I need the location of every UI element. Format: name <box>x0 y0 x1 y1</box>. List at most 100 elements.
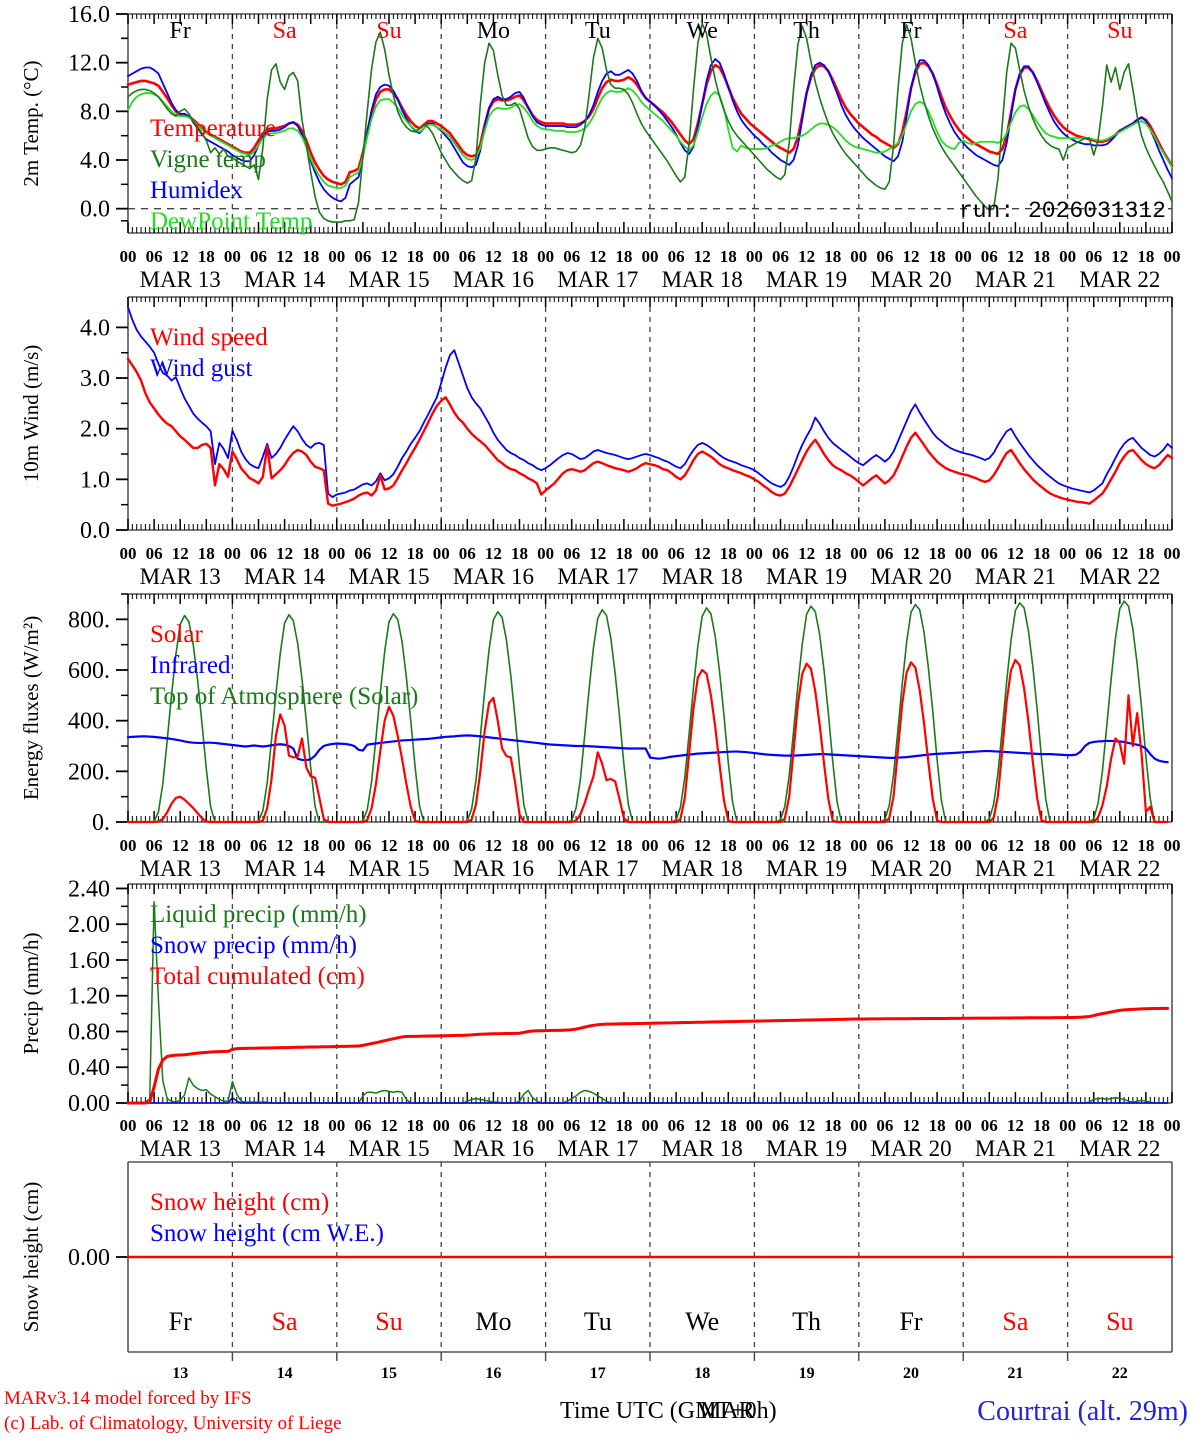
hour-tick-label: 00 <box>537 544 554 563</box>
y-axis-title: 10m Wind (m/s) <box>19 345 43 483</box>
hour-tick-label: 00 <box>1164 544 1181 563</box>
date-number-label: 22 <box>1112 1365 1128 1382</box>
series-line <box>126 658 1169 824</box>
y-tick-label: 0.0 <box>80 197 110 223</box>
x-tick-comb <box>127 884 1173 1103</box>
day-of-week-label: Th <box>793 18 820 44</box>
hour-tick-label: 12 <box>903 544 920 563</box>
hour-tick-label: 00 <box>120 836 137 855</box>
legend-label: Solar <box>150 621 203 648</box>
hour-tick-label: 06 <box>146 836 163 855</box>
hour-tick-label: 00 <box>746 1116 763 1135</box>
date-label: MAR 16 <box>453 267 534 292</box>
date-label: MAR 16 <box>453 1136 534 1161</box>
hour-tick-label: 12 <box>381 544 398 563</box>
date-label: MAR 14 <box>244 564 326 589</box>
hour-tick-label: 00 <box>1164 836 1181 855</box>
series-line <box>127 1096 1169 1104</box>
hour-tick-label: 00 <box>120 247 137 266</box>
hour-tick-label: 18 <box>615 247 632 266</box>
legend-label: Wind gust <box>150 355 253 382</box>
hour-tick-label: 00 <box>850 247 867 266</box>
station-label: Courtrai (alt. 29m) <box>977 1396 1188 1427</box>
hour-tick-label: 12 <box>589 544 606 563</box>
hour-tick-label: 18 <box>407 247 424 266</box>
series-line <box>127 22 1173 223</box>
hour-tick-label: 12 <box>589 836 606 855</box>
hour-tick-label: 12 <box>1111 247 1128 266</box>
hour-tick-label: 00 <box>224 247 241 266</box>
hour-tick-label: 18 <box>720 836 737 855</box>
date-label: MAR 22 <box>1079 564 1160 589</box>
hour-tick-label: 12 <box>694 544 711 563</box>
hour-tick-label: 12 <box>1007 836 1024 855</box>
series-line <box>127 58 1173 203</box>
hour-tick-label: 18 <box>1137 544 1154 563</box>
date-label: MAR 13 <box>140 564 221 589</box>
hour-tick-label: 06 <box>146 544 163 563</box>
date-label: MAR 20 <box>870 856 951 881</box>
hour-tick-label: 18 <box>720 247 737 266</box>
hour-tick-label: 18 <box>824 836 841 855</box>
legend-label: DewPoint Temp <box>150 208 312 235</box>
time-axis-unit: MAR <box>700 1398 755 1424</box>
hour-tick-label: 12 <box>1007 1116 1024 1135</box>
date-label: MAR 17 <box>557 564 638 589</box>
date-label: MAR 15 <box>348 856 429 881</box>
hour-tick-label: 18 <box>198 836 215 855</box>
date-label: MAR 19 <box>766 564 847 589</box>
hour-tick-label: 06 <box>1085 544 1102 563</box>
day-of-week-label: Th <box>792 1307 821 1336</box>
legend-label: Snow precip (mm/h) <box>150 932 357 959</box>
hour-tick-label: 18 <box>407 836 424 855</box>
hour-tick-label: 12 <box>276 544 293 563</box>
hour-tick-label: 06 <box>876 544 893 563</box>
hour-tick-label: 06 <box>876 247 893 266</box>
hour-tick-label: 12 <box>172 836 189 855</box>
hour-tick-label: 06 <box>772 1116 789 1135</box>
legend-label: Snow height (cm W.E.) <box>150 1220 384 1247</box>
y-tick-label: 400. <box>68 709 110 735</box>
date-label: MAR 19 <box>766 267 847 292</box>
hour-tick-label: 00 <box>537 1116 554 1135</box>
hour-tick-label: 12 <box>798 247 815 266</box>
hour-tick-label: 18 <box>1137 247 1154 266</box>
series-line <box>127 306 1173 498</box>
hour-tick-label: 06 <box>354 247 371 266</box>
date-label: MAR 17 <box>557 267 638 292</box>
series-line <box>127 600 1169 823</box>
panel-energy: 0. 200. 400. 600. 800. Energy fluxes (W/m²) So… <box>19 593 1181 881</box>
hour-tick-label: 12 <box>903 247 920 266</box>
hour-tick-label: 12 <box>276 836 293 855</box>
hour-tick-label: 00 <box>1059 836 1076 855</box>
hour-tick-label: 12 <box>381 247 398 266</box>
date-number-label: 14 <box>277 1365 293 1382</box>
hour-tick-label: 12 <box>903 1116 920 1135</box>
y-tick-label: 4.0 <box>80 315 110 341</box>
hour-tick-label: 00 <box>642 544 659 563</box>
hour-tick-label: 00 <box>746 836 763 855</box>
hour-tick-label: 00 <box>850 836 867 855</box>
day-of-week-label: Mo <box>475 1307 511 1336</box>
day-of-week-label: Tu <box>585 18 611 44</box>
hour-tick-label: 00 <box>1059 247 1076 266</box>
y-tick-label: 0.80 <box>68 1019 110 1045</box>
day-of-week-label: Sa <box>1003 18 1027 44</box>
hour-tick-label: 12 <box>172 544 189 563</box>
panel-wind: 0.0 1.0 2.0 3.0 4.0 10m Wind (m/s) Wind speed W… <box>19 296 1181 589</box>
hour-tick-label: 18 <box>198 544 215 563</box>
model-credit-line: MARv3.14 model forced by IFS <box>4 1388 252 1409</box>
hour-tick-label: 00 <box>433 836 450 855</box>
date-label: MAR 16 <box>453 564 534 589</box>
hour-tick-label: 12 <box>1111 544 1128 563</box>
hour-tick-label: 00 <box>642 247 659 266</box>
date-label: MAR 13 <box>140 856 221 881</box>
hour-tick-label: 06 <box>563 544 580 563</box>
hour-tick-label: 06 <box>772 544 789 563</box>
hour-tick-label: 12 <box>485 1116 502 1135</box>
hour-tick-label: 06 <box>354 544 371 563</box>
x-axis-labels-energy: 00 06 12 18 00 06 12 18 00 06 12 18 00 06 12 18 00 06 12 18… <box>120 836 1181 881</box>
hour-tick-label: 06 <box>876 836 893 855</box>
hour-tick-label: 00 <box>328 544 345 563</box>
